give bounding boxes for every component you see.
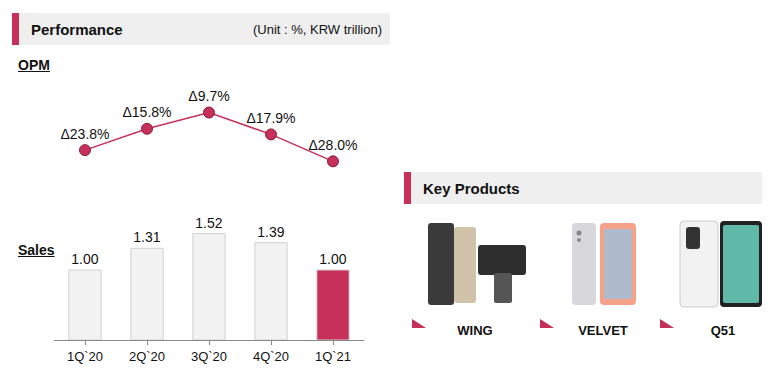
svg-text:2Q`20: 2Q`20 bbox=[129, 349, 165, 364]
html-text:OPM: OPM bbox=[18, 57, 50, 73]
html-text:Key Products: Key Products bbox=[423, 179, 520, 197]
svg-text:3Q`20: 3Q`20 bbox=[191, 349, 227, 364]
svg-text:1.52: 1.52 bbox=[195, 215, 222, 231]
html-text:Performance: Performance bbox=[31, 20, 123, 38]
svg-text:Δ15.8%: Δ15.8% bbox=[122, 104, 171, 120]
html-text:VELVET: VELVET bbox=[578, 323, 628, 338]
svg-text:1.39: 1.39 bbox=[257, 224, 284, 240]
svg-text:Δ23.8%: Δ23.8% bbox=[60, 126, 109, 142]
html-text:WING: WING bbox=[457, 323, 493, 338]
svg-text:1.00: 1.00 bbox=[319, 251, 346, 267]
svg-text:1.31: 1.31 bbox=[133, 229, 160, 245]
svg-text:1Q`21: 1Q`21 bbox=[315, 349, 351, 364]
html-text:Sales: Sales bbox=[18, 242, 55, 258]
svg-text:1Q`20: 1Q`20 bbox=[67, 349, 103, 364]
svg-text:4Q`20: 4Q`20 bbox=[253, 349, 289, 364]
svg-text:1.00: 1.00 bbox=[71, 251, 98, 267]
svg-text:Δ28.0%: Δ28.0% bbox=[308, 137, 357, 153]
svg-text:Δ17.9%: Δ17.9% bbox=[246, 110, 295, 126]
html-text:(Unit : %, KRW trillion): (Unit : %, KRW trillion) bbox=[252, 21, 382, 37]
svg-text:Δ9.7%: Δ9.7% bbox=[188, 88, 229, 104]
html-text:Q51: Q51 bbox=[710, 323, 736, 338]
